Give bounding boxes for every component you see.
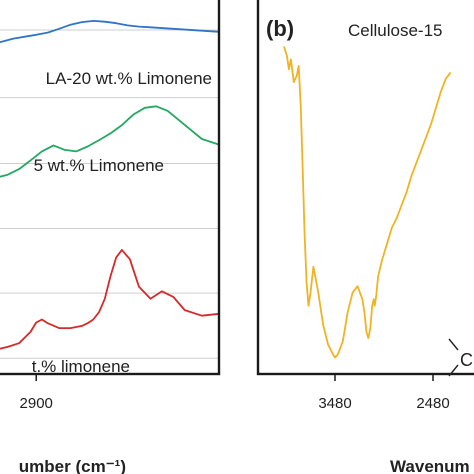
annotation-bracket-b [448, 338, 459, 377]
plot-frame-a [0, 0, 221, 376]
x-tick-label-a-0: 2900 [20, 395, 53, 412]
series-line-a-0 [0, 20, 220, 43]
x-axis-label-b: Wavenum [390, 457, 470, 474]
panel-label-b: (b) [266, 16, 294, 41]
series-label-a-1: 5 wt.% Limonene [34, 156, 164, 175]
x-tick-label-b-1: 2480 [416, 395, 449, 412]
series-line-a-2 [0, 249, 220, 350]
series-line-a-1 [0, 105, 220, 178]
annotation-label-b: C [460, 350, 473, 370]
series-label-a-2: t.% limonene [32, 357, 130, 376]
title-b: Cellulose-15 [348, 21, 443, 40]
plot-frame-b [256, 0, 474, 376]
series-line-b-0 [283, 46, 452, 359]
x-axis-label-a: umber (cm⁻¹) [19, 457, 126, 474]
series-label-a-0: LA-20 wt.% Limonene [46, 69, 212, 88]
panel-b: (b) Cellulose-15 C 3480 2480 Wavenum [256, 0, 474, 474]
panel-a: LA-20 wt.% Limonene 5 wt.% Limonene t.% li… [0, 0, 221, 474]
x-tick-label-b-0: 3480 [318, 395, 351, 412]
